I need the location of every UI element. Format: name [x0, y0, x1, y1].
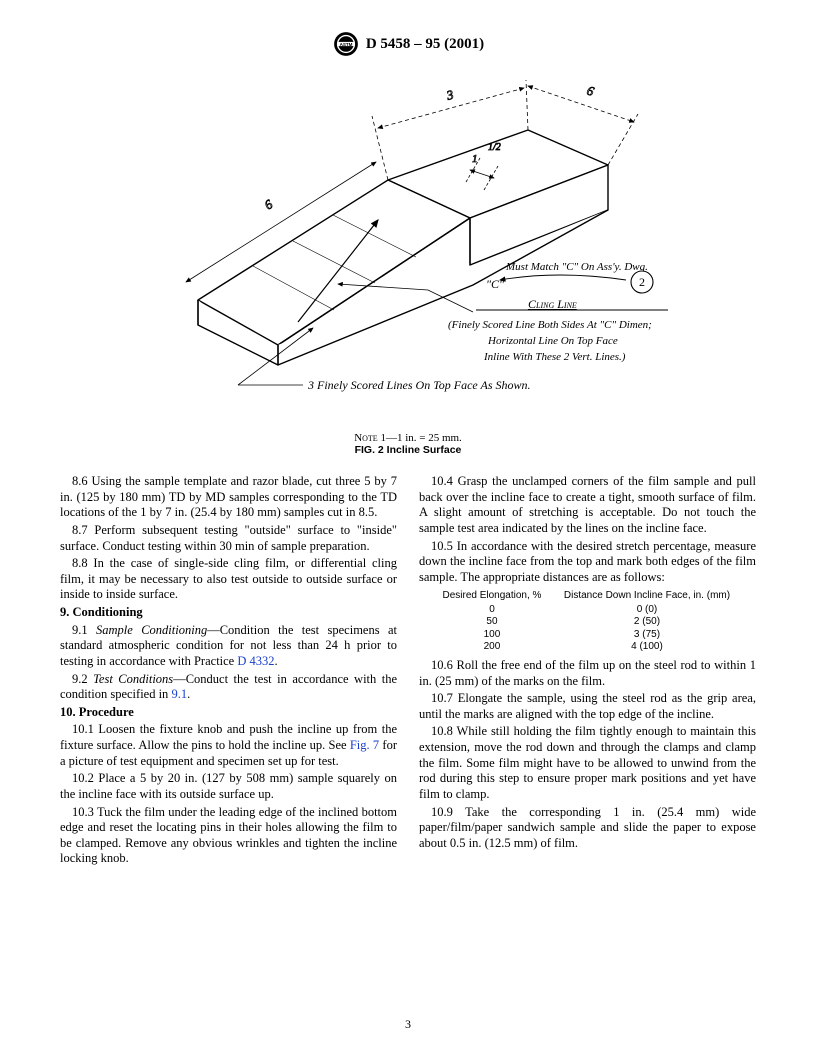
para-10-6: 10.6 Roll the free end of the film up on… [419, 658, 756, 689]
figure-2: 6 3 6 1 1/2 "C" [60, 70, 756, 456]
dim-top-right: 6 [585, 83, 596, 99]
para-10-5: 10.5 In accordance with the desired stre… [419, 539, 756, 586]
cling-line-1: (Finely Scored Line Both Sides At "C" Di… [448, 319, 652, 331]
para-9-2: 9.2 Test Conditions—Conduct the test in … [60, 672, 397, 703]
link-9-1[interactable]: 9.1 [171, 687, 187, 701]
cling-line-2: Horizontal Line On Top Face [487, 335, 618, 347]
must-match-text: Must Match "C" On Ass'y. Dwg. [505, 261, 648, 273]
page-header: ASTM D 5458 – 95 (2001) [60, 30, 756, 62]
cling-line-3: Inline With These 2 Vert. Lines.) [483, 351, 626, 363]
link-fig7[interactable]: Fig. 7 [350, 738, 379, 752]
table-head-2: Distance Down Incline Face, in. (mm) [551, 589, 742, 604]
table-row: 00 (0) [432, 604, 742, 617]
bottom-scored-note: 3 Finely Scored Lines On Top Face As Sho… [307, 378, 531, 392]
para-10-3: 10.3 Tuck the film under the leading edg… [60, 805, 397, 868]
section-9-head: 9. Conditioning [60, 605, 397, 621]
table-row: 502 (50) [432, 616, 742, 629]
para-8-6: 8.6 Using the sample template and razor … [60, 474, 397, 521]
para-9-1: 9.1 Sample Conditioning—Condition the te… [60, 623, 397, 670]
svg-text:ASTM: ASTM [339, 42, 352, 47]
dim-top-depth: 3 [444, 87, 456, 104]
para-8-7: 8.7 Perform subsequent testing "outside"… [60, 523, 397, 554]
para-8-8: 8.8 In the case of single-side cling fil… [60, 556, 397, 603]
figure-caption: FIG. 2 Incline Surface [60, 444, 756, 456]
cling-line-title: Cling Line [528, 297, 577, 311]
dim-small-b: 1/2 [488, 142, 501, 153]
standard-designation: D 5458 – 95 (2001) [366, 36, 484, 53]
link-d4332[interactable]: D 4332 [237, 654, 274, 668]
page-number: 3 [0, 1017, 816, 1032]
dim-small-a: 1 [472, 153, 478, 165]
c-label: "C" [486, 277, 505, 291]
dim-left: 6 [262, 196, 276, 212]
para-10-2: 10.2 Place a 5 by 20 in. (127 by 508 mm)… [60, 771, 397, 802]
table-row: 2004 (100) [432, 641, 742, 654]
section-10-head: 10. Procedure [60, 705, 397, 721]
para-10-7: 10.7 Elongate the sample, using the stee… [419, 691, 756, 722]
figure-note: Note 1—1 in. = 25 mm. [60, 432, 756, 444]
body-columns: 8.6 Using the sample template and razor … [60, 474, 756, 867]
para-10-8: 10.8 While still holding the film tightl… [419, 724, 756, 802]
balloon-2: 2 [639, 275, 645, 289]
table-row: 1003 (75) [432, 629, 742, 642]
table-head-1: Desired Elongation, % [432, 589, 551, 604]
elongation-table: Desired Elongation, % Distance Down Incl… [432, 589, 742, 654]
astm-logo: ASTM [332, 30, 360, 58]
para-10-1: 10.1 Loosen the fixture knob and push th… [60, 722, 397, 769]
para-10-4: 10.4 Grasp the unclamped corners of the … [419, 474, 756, 537]
para-10-9: 10.9 Take the corresponding 1 in. (25.4 … [419, 805, 756, 852]
